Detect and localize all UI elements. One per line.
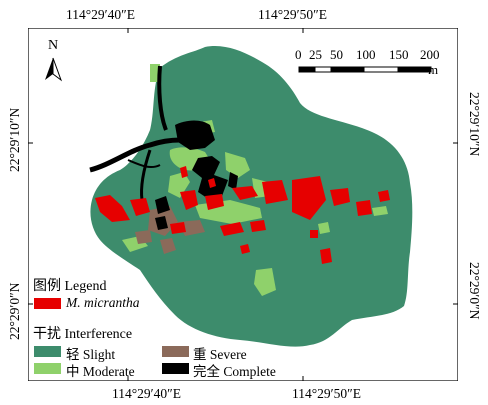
scale-label-200: 200 xyxy=(420,47,440,62)
scale-bar-graphic xyxy=(298,66,432,73)
legend-swatch-moderate xyxy=(34,363,61,374)
top-tick-label-1: 114°29′40″E xyxy=(66,7,135,22)
north-label: N xyxy=(48,38,59,53)
legend-label-complete: 完全 Complete xyxy=(193,364,276,379)
scale-label-150: 150 xyxy=(389,47,409,62)
legend-label-invasion: M. micrantha xyxy=(66,295,140,310)
scale-label-25: 25 xyxy=(309,47,322,62)
invasion-patches xyxy=(95,166,390,264)
bottom-tick-label-1: 114°29′40″E xyxy=(112,386,181,401)
left-tick-label-1: 22°29′10″N xyxy=(7,107,22,172)
scale-label-50: 50 xyxy=(330,47,343,62)
scale-unit: m xyxy=(428,62,439,77)
legend-title: 图例 Legend xyxy=(33,279,107,294)
legend-swatch-severe xyxy=(162,346,189,357)
interference-title: 干扰 Interference xyxy=(33,327,133,342)
legend-label-severe: 重 Severe xyxy=(193,347,247,362)
right-tick-label-2: 22°29′0″N xyxy=(467,262,482,320)
scale-label-100: 100 xyxy=(356,47,376,62)
bottom-tick-label-2: 114°29′50″E xyxy=(292,386,361,401)
legend-swatch-invasion xyxy=(34,298,61,309)
legend-label-moderate: 中 Moderate xyxy=(66,364,135,379)
road-network xyxy=(89,65,181,201)
legend-swatch-complete xyxy=(162,363,189,374)
legend-label-slight: 轻 Slight xyxy=(66,347,116,362)
top-tick-label-2: 114°29′50″E xyxy=(258,7,327,22)
north-arrow-icon xyxy=(45,57,63,82)
right-tick-label-1: 22°29′10″N xyxy=(467,92,482,157)
complete-zones xyxy=(155,120,238,230)
scale-label-0: 0 xyxy=(295,47,302,62)
legend-swatch-slight xyxy=(34,346,61,357)
left-tick-label-2: 22°29′0″N xyxy=(7,282,22,340)
map-canvas xyxy=(28,28,458,381)
